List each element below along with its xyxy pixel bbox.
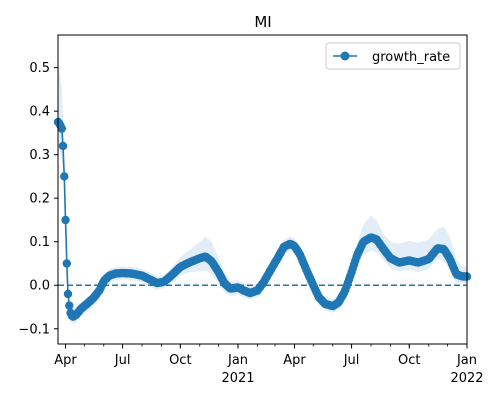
y-tick-label: 0.1 [29,235,50,250]
legend-dot-marker [340,51,350,61]
data-point [61,215,70,225]
legend-label: growth_rate [372,50,450,65]
confidence-band [58,63,467,325]
data-point [63,289,73,299]
x-tick-label: Jul [114,353,131,368]
y-tick-label: −0.1 [18,322,50,337]
legend: growth_rate [325,42,461,70]
y-tick-label: 0.4 [29,105,50,120]
x-tick-label: Jan [227,353,248,368]
x-tick-label: Apr [283,353,306,368]
y-tick-label: 0.3 [29,148,50,163]
x-tick-label: Apr [54,353,77,368]
data-point [58,141,68,151]
chart-title: MI [254,13,271,31]
y-tick-label: 0.2 [29,192,50,207]
legend-box [325,42,461,70]
data-point [65,301,74,310]
y-tick-label: 0.5 [29,61,50,76]
x-tick-label: Oct [398,353,420,368]
data-point [60,172,69,181]
x-tick-year-label: 2022 [450,371,483,386]
data-point [62,259,71,268]
plot-frame [57,34,468,345]
y-tick-label: 0.0 [29,279,50,294]
x-tick-label: Jul [343,353,360,368]
x-tick-label: Jan [456,353,477,368]
data-point [57,124,66,133]
plot-area [53,63,472,325]
x-tick-year-label: 2021 [221,371,254,386]
axes: −0.1 0.0 0.1 0.2 0.3 0.4 0.5 Apr Jul Oct Jan 2021 Ap… [18,61,483,386]
x-tick-label: Oct [169,353,191,368]
